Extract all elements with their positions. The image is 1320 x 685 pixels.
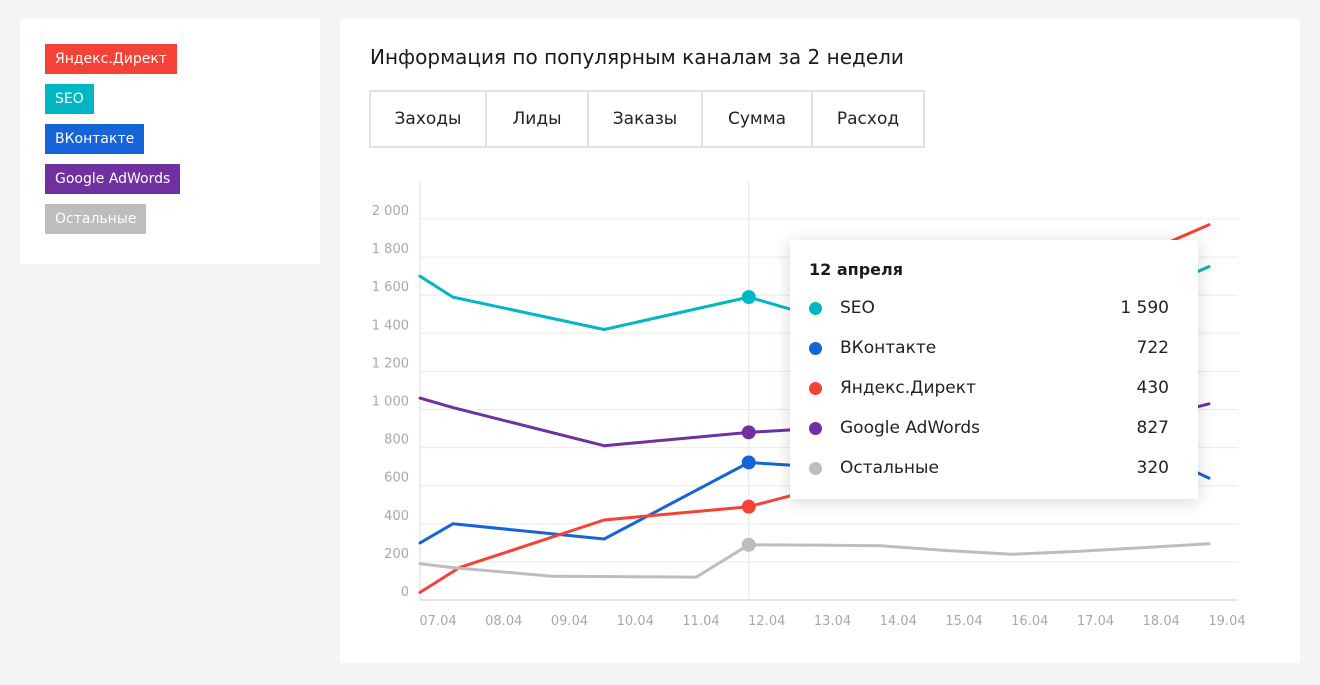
legend-item-vkontakte[interactable]: ВКонтакте [45,124,145,154]
y-tick-label: 400 [384,509,409,524]
x-tick-label: 13.04 [814,614,851,629]
tooltip-series-name: Остальные [840,458,939,478]
tooltip-series-name: Google AdWords [840,418,981,438]
tooltip-series-value: 827 [1136,418,1169,438]
tooltip-dot [809,461,822,475]
series-marker [741,455,756,470]
tooltip-series-name: Яндекс.Директ [840,378,976,398]
series-marker [741,425,756,440]
y-tick-label: 1 600 [372,280,409,295]
legend-panel: Яндекс.Директ SEO ВКонтакте Google AdWor… [20,19,320,264]
x-tick-label: 19.04 [1208,614,1245,629]
chart-tooltip: 12 апреля SEO 1 590 ВКонтакте 722 Яндекс… [790,240,1198,499]
tooltip-dot [809,341,822,355]
y-tick-label: 200 [384,547,409,562]
y-tick-label: 1 800 [372,242,409,257]
legend-item-yandex[interactable]: Яндекс.Директ [45,44,177,74]
tooltip-dot [809,421,822,435]
series-marker [741,499,756,514]
x-tick-label: 07.04 [419,614,456,629]
page-title: Информация по популярным каналам за 2 не… [370,45,904,69]
x-tick-label: 12.04 [748,614,785,629]
y-tick-label: 1 400 [372,318,409,333]
tooltip-row-seo: SEO 1 590 [809,296,1169,320]
tooltip-row-vkontakte: ВКонтакте 722 [809,336,1169,360]
tab-sum[interactable]: Сумма [701,92,811,146]
tooltip-series-value: 320 [1136,458,1169,478]
series-marker [741,290,756,305]
y-tick-label: 1 200 [372,356,409,371]
x-tick-label: 15.04 [945,614,982,629]
tooltip-series-name: SEO [840,298,875,318]
tooltip-series-value: 1 590 [1120,298,1169,318]
x-tick-label: 17.04 [1077,614,1114,629]
tooltip-series-name: ВКонтакте [840,338,937,358]
tooltip-series-value: 722 [1136,338,1169,358]
x-tick-label: 10.04 [617,614,654,629]
tooltip-row-other: Остальные 320 [809,456,1169,480]
tab-orders[interactable]: Заказы [587,92,701,146]
x-tick-label: 14.04 [880,614,917,629]
tab-visits[interactable]: Заходы [394,109,462,129]
y-tick-label: 800 [384,433,409,448]
series-line [418,542,1211,579]
legend-item-other[interactable]: Остальные [45,204,147,234]
y-tick-label: 2 000 [372,204,409,219]
x-tick-label: 11.04 [682,614,719,629]
series-marker [741,537,756,552]
tooltip-date: 12 апреля [809,260,903,279]
metric-tabs: Заходы Лиды Заказы Сумма Расход [369,90,925,148]
tab-leads[interactable]: Лиды [485,92,587,146]
tooltip-row-yandex: Яндекс.Директ 430 [809,376,1169,400]
x-tick-label: 08.04 [485,614,522,629]
tooltip-row-google-adwords: Google AdWords 827 [809,416,1169,440]
x-tick-label: 09.04 [551,614,588,629]
legend-item-seo[interactable]: SEO [45,84,94,114]
tooltip-dot [809,381,822,395]
tab-expense[interactable]: Расход [811,92,923,146]
y-tick-label: 1 000 [372,395,409,410]
tooltip-dot [809,301,822,315]
x-tick-label: 18.04 [1143,614,1180,629]
x-tick-label: 16.04 [1011,614,1048,629]
legend-item-google-adwords[interactable]: Google AdWords [45,164,181,194]
y-tick-label: 0 [401,585,409,600]
tooltip-series-value: 430 [1136,378,1169,398]
y-tick-label: 600 [384,471,409,486]
